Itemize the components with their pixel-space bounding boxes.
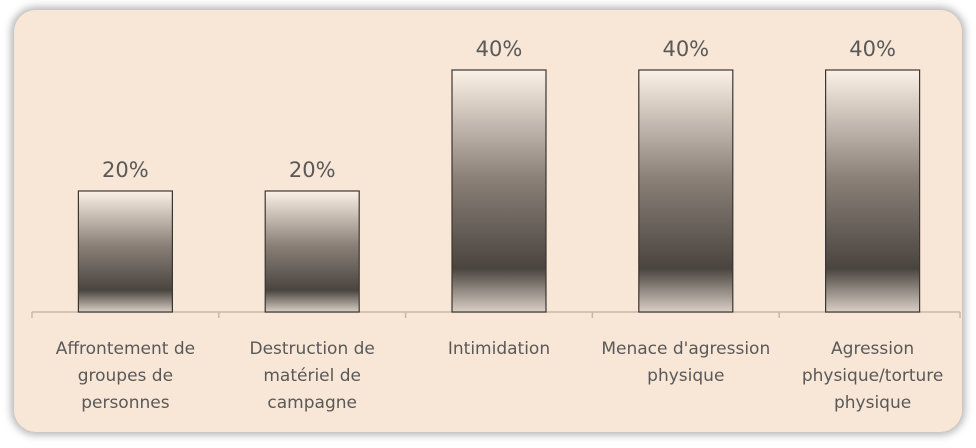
x-tick-label: Agression physique/torture physique [801,339,944,413]
x-tick-label: Destruction de matériel de campagne [249,339,375,413]
value-label: 20% [102,158,149,182]
value-label: 20% [289,158,336,182]
value-label: 40% [662,37,709,61]
bar [451,69,547,313]
value-label: 40% [476,37,523,61]
x-tick-label: Intimidation [447,339,551,359]
bar [77,190,174,313]
x-tick-label: Menace d'agression physique [601,339,771,386]
bar [824,69,921,313]
value-label: 40% [849,37,896,61]
x-tick-label: Affrontement de groupes de personnes [55,339,196,413]
bar [638,69,734,313]
bar [264,190,360,313]
